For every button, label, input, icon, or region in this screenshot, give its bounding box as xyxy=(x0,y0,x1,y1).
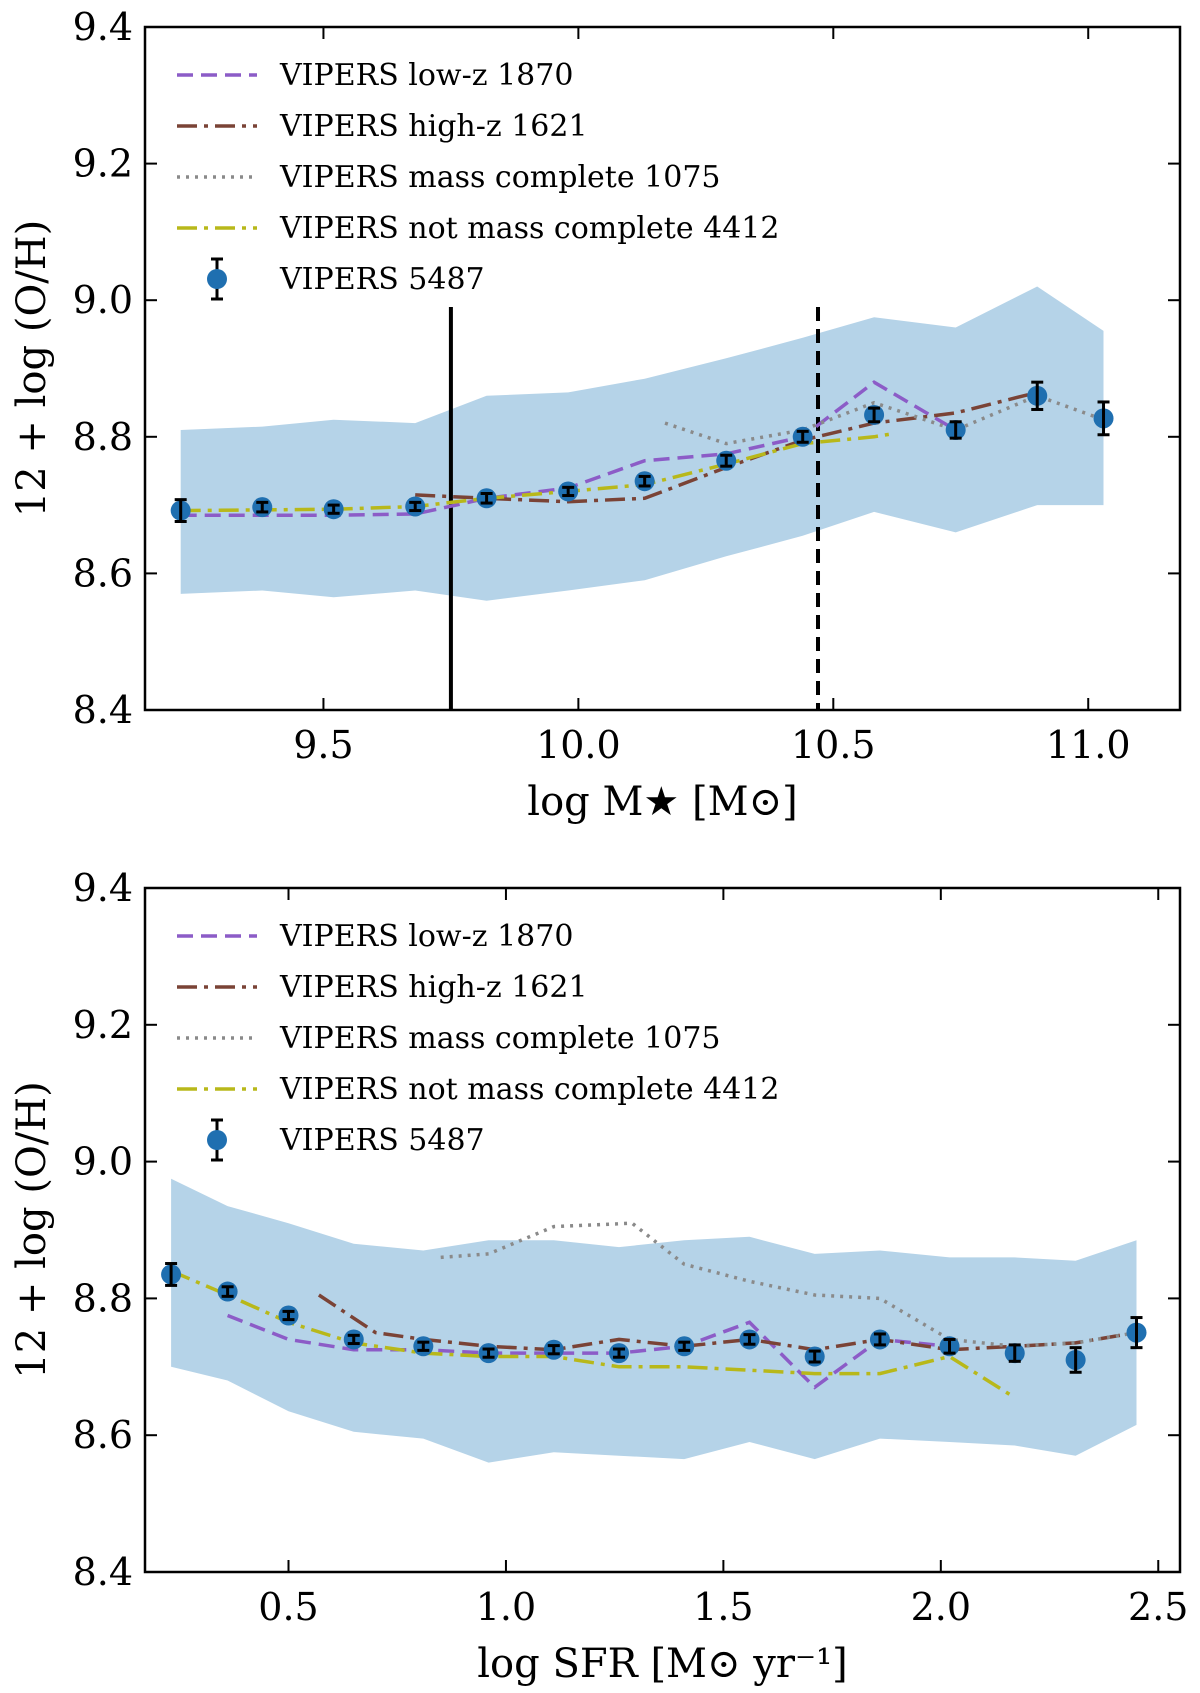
y-tick-label: 9.0 xyxy=(73,1140,133,1184)
x-tick-label: 10.0 xyxy=(536,723,621,767)
y-axis-label: 12 + log (O/H) xyxy=(9,220,55,517)
y-tick-label: 8.6 xyxy=(73,551,133,595)
legend: VIPERS low-z 1870 VIPERS high-z 1621 VIPER… xyxy=(177,58,779,301)
scatter-band xyxy=(180,286,1104,601)
legend-marker xyxy=(207,1130,227,1150)
y-tick-label: 9.2 xyxy=(73,1003,133,1047)
x-axis-label: log SFR [M⊙ yr⁻¹] xyxy=(477,1641,847,1687)
scatter-band xyxy=(171,1178,1137,1463)
axes-frame xyxy=(143,25,1182,712)
series-line-high-z xyxy=(317,1293,1137,1352)
legend-label: VIPERS high-z 1621 xyxy=(279,970,588,1005)
y-tick-label: 9.4 xyxy=(73,5,133,49)
legend-label: VIPERS mass complete 1075 xyxy=(279,160,721,195)
x-tick-label: 1.5 xyxy=(693,1585,753,1629)
y-tick-label: 8.8 xyxy=(73,1276,133,1320)
legend-label: VIPERS low-z 1870 xyxy=(279,58,573,93)
x-tick-label: 11.0 xyxy=(1046,723,1131,767)
legend-label: VIPERS 5487 xyxy=(279,262,485,297)
legend-label: VIPERS low-z 1870 xyxy=(279,919,573,954)
y-tick-label: 8.4 xyxy=(73,688,133,732)
x-tick-label: 1.0 xyxy=(476,1585,536,1629)
x-tick-label: 9.5 xyxy=(293,723,353,767)
y-tick-label: 9.2 xyxy=(73,142,133,186)
y-tick-label: 8.8 xyxy=(73,415,133,459)
legend-label: VIPERS mass complete 1075 xyxy=(279,1021,721,1056)
y-axis-label: 12 + log (O/H) xyxy=(9,1081,55,1378)
mass-metallicity-panel: 9.5 10.0 10.5 11.0 8.4 8.6 8.8 9.0 9.2 9.4 log M★ … xyxy=(9,5,1182,825)
y-tick-label: 9.4 xyxy=(73,866,133,910)
legend-label: VIPERS not mass complete 4412 xyxy=(279,211,779,246)
legend: VIPERS low-z 1870 VIPERS high-z 1621 VIPER… xyxy=(177,919,779,1162)
legend-label: VIPERS high-z 1621 xyxy=(279,109,588,144)
series-line-low-z xyxy=(226,1313,950,1390)
x-tick-label: 0.5 xyxy=(258,1585,318,1629)
axes-frame xyxy=(143,886,1182,1574)
x-tick-label: 2.0 xyxy=(911,1585,971,1629)
sfr-metallicity-panel: 0.5 1.0 1.5 2.0 2.5 8.4 8.6 8.8 9.0 9.2 9.4 log SFR… xyxy=(9,866,1188,1687)
legend-label: VIPERS not mass complete 4412 xyxy=(279,1072,779,1107)
series-line-not-mass-complete xyxy=(170,1269,1016,1400)
y-tick-label: 8.4 xyxy=(73,1550,133,1594)
x-axis-label: log M★ [M⊙] xyxy=(527,779,797,825)
legend-marker xyxy=(207,269,227,289)
y-tick-label: 9.0 xyxy=(73,278,133,322)
x-tick-label: 10.5 xyxy=(791,723,876,767)
legend-label: VIPERS 5487 xyxy=(279,1123,485,1158)
series-line-mass-complete xyxy=(664,393,1105,446)
x-tick-label: 2.5 xyxy=(1128,1585,1188,1629)
y-tick-label: 8.6 xyxy=(73,1413,133,1457)
